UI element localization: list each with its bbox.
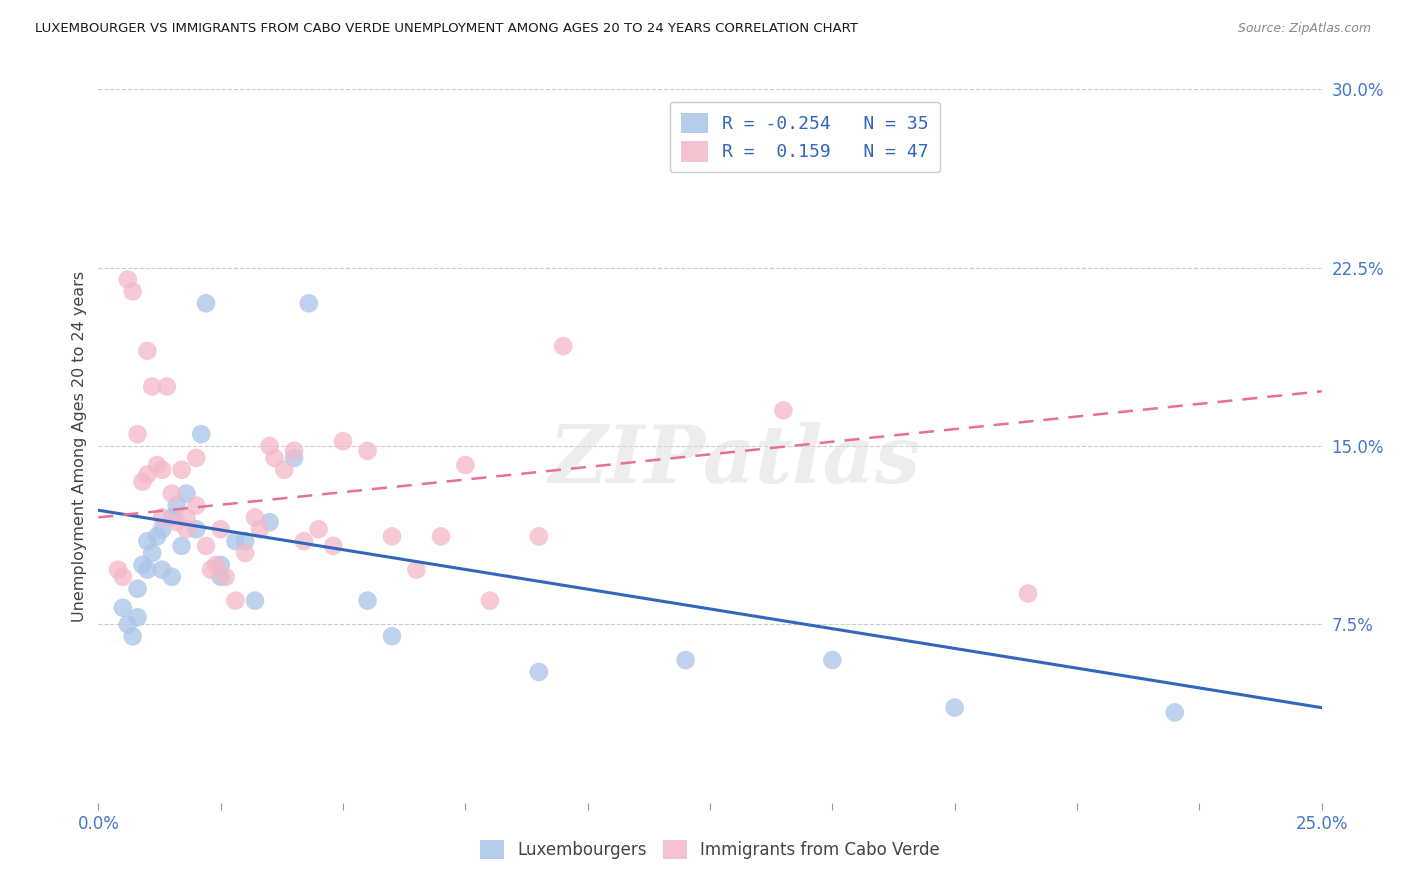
Point — [527, 665, 550, 679]
Point — [141, 546, 163, 560]
Point — [195, 296, 218, 310]
Point — [150, 510, 173, 524]
Point — [160, 510, 183, 524]
Point — [186, 522, 208, 536]
Point — [150, 522, 173, 536]
Point — [224, 534, 246, 549]
Point — [430, 529, 453, 543]
Point — [243, 510, 266, 524]
Legend: Luxembourgers, Immigrants from Cabo Verde: Luxembourgers, Immigrants from Cabo Verd… — [474, 834, 946, 866]
Point — [146, 458, 169, 472]
Point — [1017, 586, 1039, 600]
Point — [136, 563, 159, 577]
Point — [675, 653, 697, 667]
Y-axis label: Unemployment Among Ages 20 to 24 years: Unemployment Among Ages 20 to 24 years — [72, 270, 87, 622]
Point — [170, 463, 193, 477]
Point — [176, 522, 198, 536]
Point — [292, 534, 315, 549]
Point — [117, 272, 139, 286]
Point — [356, 593, 378, 607]
Point — [117, 617, 139, 632]
Text: LUXEMBOURGER VS IMMIGRANTS FROM CABO VERDE UNEMPLOYMENT AMONG AGES 20 TO 24 YEAR: LUXEMBOURGER VS IMMIGRANTS FROM CABO VER… — [35, 22, 858, 36]
Point — [283, 443, 305, 458]
Point — [111, 600, 134, 615]
Point — [107, 563, 129, 577]
Point — [136, 534, 159, 549]
Point — [195, 539, 218, 553]
Point — [233, 546, 256, 560]
Point — [283, 450, 305, 465]
Point — [156, 379, 179, 393]
Point — [209, 522, 232, 536]
Point — [160, 570, 183, 584]
Point — [259, 439, 281, 453]
Point — [273, 463, 295, 477]
Point — [141, 379, 163, 393]
Point — [214, 570, 236, 584]
Point — [176, 510, 198, 524]
Point — [454, 458, 477, 472]
Point — [478, 593, 501, 607]
Point — [233, 534, 256, 549]
Point — [170, 539, 193, 553]
Point — [381, 629, 404, 643]
Point — [553, 339, 575, 353]
Point — [298, 296, 321, 310]
Point — [209, 558, 232, 572]
Point — [527, 529, 550, 543]
Point — [190, 427, 212, 442]
Point — [127, 427, 149, 442]
Point — [166, 499, 188, 513]
Point — [209, 570, 232, 584]
Point — [186, 450, 208, 465]
Point — [356, 443, 378, 458]
Point — [131, 558, 153, 572]
Point — [176, 486, 198, 500]
Point — [943, 700, 966, 714]
Point — [381, 529, 404, 543]
Point — [166, 515, 188, 529]
Point — [1164, 706, 1187, 720]
Point — [127, 610, 149, 624]
Point — [332, 434, 354, 449]
Point — [405, 563, 427, 577]
Point — [127, 582, 149, 596]
Point — [263, 450, 285, 465]
Point — [249, 522, 271, 536]
Point — [821, 653, 844, 667]
Point — [322, 539, 344, 553]
Text: ZIPatlas: ZIPatlas — [548, 422, 921, 499]
Point — [200, 563, 222, 577]
Point — [772, 403, 794, 417]
Point — [150, 563, 173, 577]
Point — [111, 570, 134, 584]
Point — [243, 593, 266, 607]
Point — [131, 475, 153, 489]
Point — [224, 593, 246, 607]
Point — [121, 629, 143, 643]
Point — [121, 285, 143, 299]
Point — [259, 515, 281, 529]
Point — [146, 529, 169, 543]
Point — [136, 467, 159, 482]
Point — [150, 463, 173, 477]
Point — [308, 522, 330, 536]
Point — [186, 499, 208, 513]
Text: Source: ZipAtlas.com: Source: ZipAtlas.com — [1237, 22, 1371, 36]
Point — [136, 343, 159, 358]
Point — [205, 558, 228, 572]
Point — [160, 486, 183, 500]
